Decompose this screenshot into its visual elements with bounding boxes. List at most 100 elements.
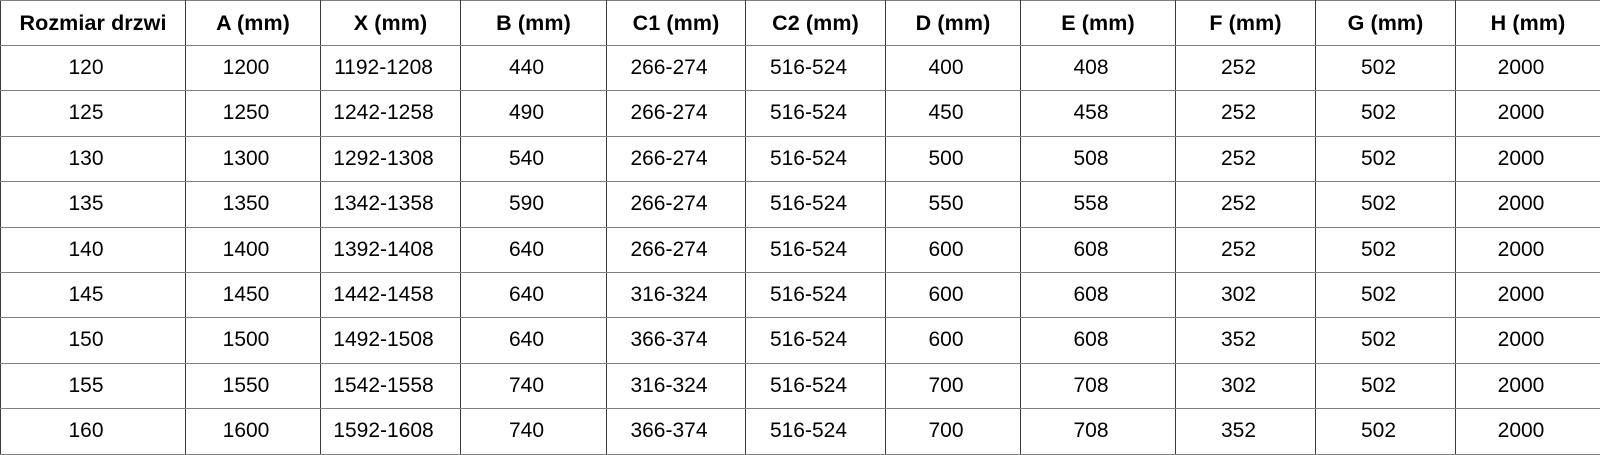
cell-d: 700	[886, 409, 1021, 454]
cell-g: 502	[1316, 227, 1456, 272]
table-row: 145 1450 1442-1458 640 316-324 516-524 6…	[1, 273, 1600, 318]
cell-a: 1250	[186, 91, 321, 136]
cell-b: 740	[461, 409, 607, 454]
cell-x: 1492-1508	[321, 318, 461, 363]
cell-e: 458	[1021, 91, 1176, 136]
cell-c1: 266-274	[607, 227, 746, 272]
cell-c1: 266-274	[607, 91, 746, 136]
cell-h: 2000	[1456, 182, 1600, 227]
cell-c1: 366-374	[607, 318, 746, 363]
cell-d: 600	[886, 227, 1021, 272]
cell-x: 1542-1558	[321, 363, 461, 408]
cell-h: 2000	[1456, 227, 1600, 272]
cell-f: 352	[1176, 409, 1316, 454]
cell-a: 1500	[186, 318, 321, 363]
column-header-a: A (mm)	[186, 1, 321, 46]
cell-x: 1192-1208	[321, 46, 461, 91]
cell-f: 252	[1176, 182, 1316, 227]
cell-f: 352	[1176, 318, 1316, 363]
cell-c2: 516-524	[746, 409, 886, 454]
cell-f: 252	[1176, 227, 1316, 272]
cell-rozmiar-drzwi: 125	[1, 91, 186, 136]
cell-rozmiar-drzwi: 155	[1, 363, 186, 408]
cell-g: 502	[1316, 136, 1456, 181]
cell-c2: 516-524	[746, 318, 886, 363]
table-row: 140 1400 1392-1408 640 266-274 516-524 6…	[1, 227, 1600, 272]
cell-d: 500	[886, 136, 1021, 181]
column-header-rozmiar-drzwi: Rozmiar drzwi	[1, 1, 186, 46]
cell-f: 252	[1176, 46, 1316, 91]
cell-h: 2000	[1456, 318, 1600, 363]
cell-b: 590	[461, 182, 607, 227]
cell-d: 700	[886, 363, 1021, 408]
column-header-f: F (mm)	[1176, 1, 1316, 46]
column-header-d: D (mm)	[886, 1, 1021, 46]
cell-h: 2000	[1456, 409, 1600, 454]
column-header-g: G (mm)	[1316, 1, 1456, 46]
cell-x: 1592-1608	[321, 409, 461, 454]
cell-c2: 516-524	[746, 136, 886, 181]
cell-c2: 516-524	[746, 182, 886, 227]
cell-a: 1450	[186, 273, 321, 318]
column-header-e: E (mm)	[1021, 1, 1176, 46]
cell-x: 1342-1358	[321, 182, 461, 227]
cell-h: 2000	[1456, 363, 1600, 408]
cell-rozmiar-drzwi: 135	[1, 182, 186, 227]
cell-c2: 516-524	[746, 273, 886, 318]
cell-d: 450	[886, 91, 1021, 136]
cell-h: 2000	[1456, 46, 1600, 91]
cell-rozmiar-drzwi: 130	[1, 136, 186, 181]
cell-e: 508	[1021, 136, 1176, 181]
cell-c1: 266-274	[607, 136, 746, 181]
cell-b: 540	[461, 136, 607, 181]
cell-e: 558	[1021, 182, 1176, 227]
cell-h: 2000	[1456, 91, 1600, 136]
cell-a: 1350	[186, 182, 321, 227]
cell-c2: 516-524	[746, 363, 886, 408]
cell-rozmiar-drzwi: 150	[1, 318, 186, 363]
cell-e: 608	[1021, 227, 1176, 272]
cell-e: 708	[1021, 363, 1176, 408]
cell-f: 302	[1176, 273, 1316, 318]
table-header: Rozmiar drzwi A (mm) X (mm) B (mm) C1 (m…	[1, 1, 1600, 46]
cell-g: 502	[1316, 363, 1456, 408]
column-header-h: H (mm)	[1456, 1, 1600, 46]
cell-g: 502	[1316, 91, 1456, 136]
table-row: 160 1600 1592-1608 740 366-374 516-524 7…	[1, 409, 1600, 454]
cell-x: 1392-1408	[321, 227, 461, 272]
cell-g: 502	[1316, 182, 1456, 227]
cell-b: 640	[461, 227, 607, 272]
cell-a: 1600	[186, 409, 321, 454]
cell-f: 302	[1176, 363, 1316, 408]
table-row: 135 1350 1342-1358 590 266-274 516-524 5…	[1, 182, 1600, 227]
cell-b: 490	[461, 91, 607, 136]
dimensions-table-container: Rozmiar drzwi A (mm) X (mm) B (mm) C1 (m…	[0, 0, 1600, 444]
cell-c1: 266-274	[607, 46, 746, 91]
table-row: 120 1200 1192-1208 440 266-274 516-524 4…	[1, 46, 1600, 91]
column-header-b: B (mm)	[461, 1, 607, 46]
cell-d: 550	[886, 182, 1021, 227]
cell-c1: 266-274	[607, 182, 746, 227]
cell-c1: 316-324	[607, 363, 746, 408]
cell-a: 1200	[186, 46, 321, 91]
cell-g: 502	[1316, 409, 1456, 454]
cell-rozmiar-drzwi: 160	[1, 409, 186, 454]
cell-h: 2000	[1456, 273, 1600, 318]
cell-a: 1300	[186, 136, 321, 181]
cell-a: 1400	[186, 227, 321, 272]
cell-x: 1292-1308	[321, 136, 461, 181]
cell-b: 640	[461, 318, 607, 363]
table-row: 155 1550 1542-1558 740 316-324 516-524 7…	[1, 363, 1600, 408]
cell-c1: 366-374	[607, 409, 746, 454]
cell-h: 2000	[1456, 136, 1600, 181]
cell-f: 252	[1176, 91, 1316, 136]
table-row: 130 1300 1292-1308 540 266-274 516-524 5…	[1, 136, 1600, 181]
cell-g: 502	[1316, 273, 1456, 318]
cell-d: 400	[886, 46, 1021, 91]
cell-b: 440	[461, 46, 607, 91]
column-header-c1: C1 (mm)	[607, 1, 746, 46]
table-row: 125 1250 1242-1258 490 266-274 516-524 4…	[1, 91, 1600, 136]
cell-c1: 316-324	[607, 273, 746, 318]
cell-b: 640	[461, 273, 607, 318]
